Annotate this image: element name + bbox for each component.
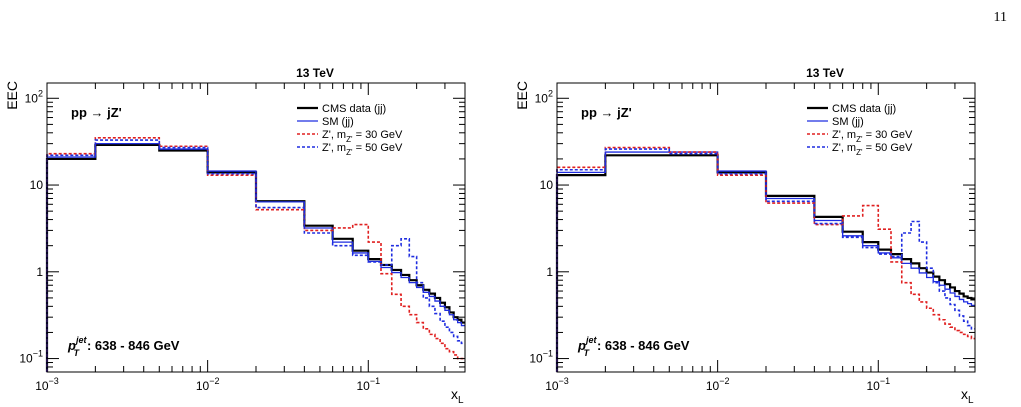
y-tick-label: 10 (30, 178, 44, 192)
x-axis-label: xL (961, 386, 974, 406)
legend-entry: Z', mZ' = 50 GeV (322, 142, 403, 157)
chart-title: 13 TeV (296, 66, 334, 80)
x-tick-label: 10−3 (35, 376, 59, 393)
y-tick-label: 10 (540, 178, 554, 192)
legend-entry: SM (jj) (322, 116, 354, 128)
y-axis-label: EEC (4, 81, 20, 110)
series-line-4 (556, 148, 975, 372)
x-tick-label: 10−1 (866, 376, 890, 393)
y-tick-label: 10−1 (529, 349, 553, 366)
page-number: 11 (993, 10, 1007, 25)
series-line-4 (46, 139, 465, 372)
legend-entry: CMS data (jj) (322, 103, 386, 115)
chart-right: 10−3 10−2 10−1 10−1 1 10 102 EEC xL 13 TeV pp → jZ… (514, 66, 976, 406)
legend: CMS data (jj)SM (jj)Z', mZ' = 30 GeVZ', … (297, 103, 403, 157)
x-tick-label: 10−2 (196, 376, 220, 393)
legend-entry: Z', mZ' = 30 GeV (832, 129, 913, 144)
chart-title: 13 TeV (806, 66, 844, 80)
legend: CMS data (jj)SM (jj)Z', mZ' = 30 GeVZ', … (807, 103, 913, 157)
y-axis-label: EEC (514, 81, 530, 110)
x-tick-label: 10−3 (545, 376, 569, 393)
legend-entry: CMS data (jj) (832, 103, 896, 115)
y-tick-label: 102 (535, 88, 553, 105)
legend-entry: Z', mZ' = 50 GeV (832, 142, 913, 157)
x-tick-label: 10−1 (356, 376, 380, 393)
x-tick-label: 10−2 (706, 376, 730, 393)
plot-frame (46, 82, 466, 373)
plot-frame (556, 82, 976, 373)
y-tick-label: 1 (546, 265, 553, 279)
y-tick-label: 10−1 (19, 349, 43, 366)
x-axis-label: xL (451, 386, 464, 406)
chart-left: 10−3 10−2 10−1 10−1 1 10 102 EEC xL 13 TeV pp → jZ… (4, 66, 466, 406)
pt-range-annotation: pjet T: 638 - 846 GeV (577, 335, 690, 358)
process-label: pp → jZ' (581, 105, 632, 120)
series-line-3 (556, 146, 975, 372)
legend-entry: SM (jj) (832, 116, 864, 128)
process-label: pp → jZ' (71, 105, 122, 120)
y-tick-label: 102 (25, 88, 43, 105)
series-line-3 (46, 137, 465, 372)
pt-range-annotation: pjet T: 638 - 846 GeV (67, 335, 180, 358)
series-line-2 (46, 142, 465, 372)
y-tick-label: 1 (36, 265, 43, 279)
legend-entry: Z', mZ' = 30 GeV (322, 129, 403, 144)
